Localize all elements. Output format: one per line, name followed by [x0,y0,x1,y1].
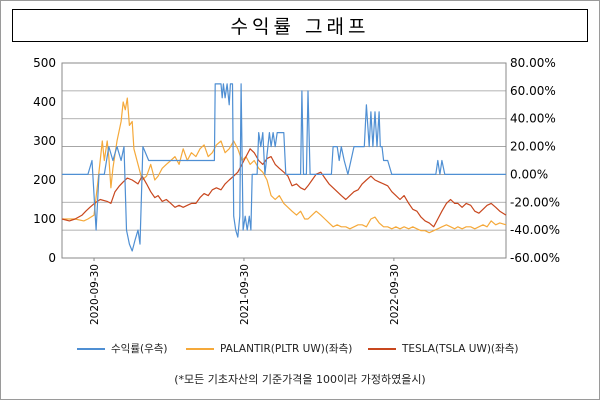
right-tick-label: -20.00% [510,195,560,209]
x-tick-label: 2022-09-30 [389,264,401,325]
left-tick-label: 0 [48,251,56,265]
right-tick-label: 60.00% [510,84,556,98]
legend-label-palantir: PALANTIR(PLTR UW)(좌측) [220,343,353,355]
legend-swatch-palantir [186,347,214,350]
left-tick-label: 200 [33,173,56,187]
right-tick-label: -40.00% [510,223,560,237]
legend-item-palantir: PALANTIR(PLTR UW)(좌측) [186,341,352,356]
series-line-2 [61,148,507,228]
x-tick-label: 2020-09-30 [89,264,101,325]
left-tick-label: 500 [33,56,56,70]
legend-swatch-tesla [368,347,396,350]
right-tick-label: 40.00% [510,112,556,126]
left-tick-label: 300 [33,134,56,148]
right-tick-label: 20.00% [510,140,556,154]
x-tick-label: 2021-09-30 [239,264,251,325]
legend-swatch-returns [77,347,105,350]
legend-label-returns: 수익률(우측) [111,343,168,355]
left-tick-label: 100 [33,212,56,226]
right-tick-label: 0.00% [510,167,548,181]
plot-area [61,62,507,259]
right-tick-label: -60.00% [510,251,560,265]
series-line-1 [62,97,507,234]
chart-title: 수익률 그래프 [12,9,588,42]
series-line-0 [62,83,506,252]
legend-item-tesla: TESLA(TSLA UW)(좌측) [368,341,518,356]
right-tick-label: 80.00% [510,56,556,70]
footnote: (*모든 기초자산의 기준가격을 100이라 가정하였을시) [174,373,426,386]
legend-item-returns: 수익률(우측) [77,341,168,356]
left-tick-label: 400 [33,95,56,109]
legend-label-tesla: TESLA(TSLA UW)(좌측) [402,343,519,355]
